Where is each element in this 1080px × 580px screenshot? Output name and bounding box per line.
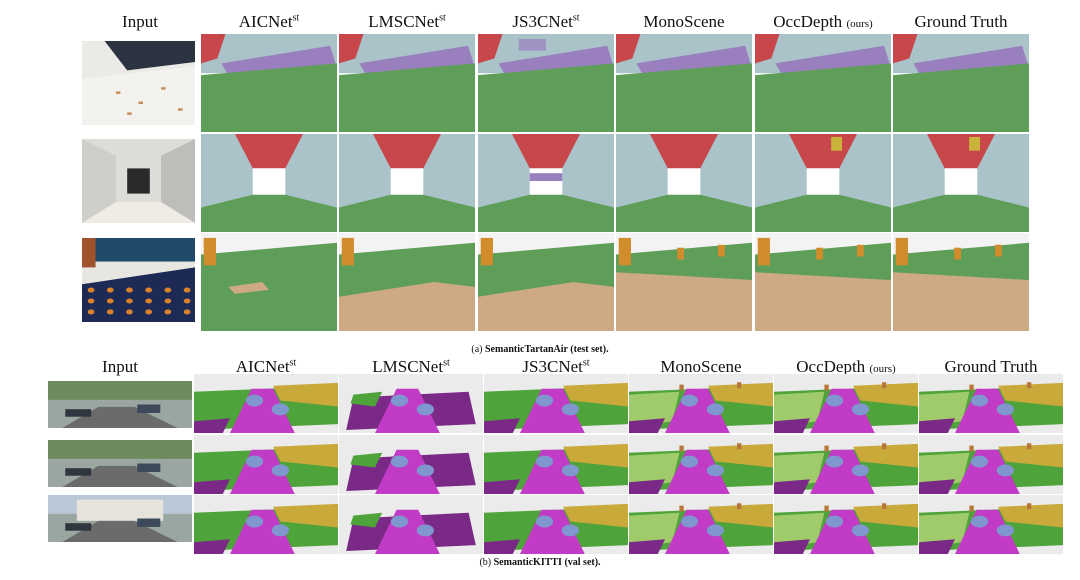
panel-b-monoscene-row-2 <box>629 435 773 494</box>
panel-b-input-image-3 <box>48 495 192 542</box>
panel-b-header-js3cnet: JS3CNetst <box>522 357 590 376</box>
panel-a-lmscnet-row-2 <box>339 134 475 232</box>
panel-a-header-lmscnet: LMSCNetst <box>368 12 446 31</box>
panel-b-js3cnet-row-3 <box>484 495 628 554</box>
panel-a-lmscnet-row-3 <box>339 233 475 331</box>
panel-a-monoscene-row-2 <box>616 134 752 232</box>
panel-a-caption: (a) SemanticTartanAir (test set). <box>471 344 609 355</box>
panel-b-header-occdepth: OccDepth (ours) <box>796 357 896 376</box>
panel-a-header-input: Input <box>122 12 158 31</box>
panel-b-input-image-1 <box>48 381 192 428</box>
panel-b-lmscnet-row-1 <box>339 374 483 433</box>
panel-b-monoscene-row-1 <box>629 374 773 433</box>
panel-a-header-ground-truth: Ground Truth <box>914 12 1008 31</box>
panel-b-lmscnet-row-3 <box>339 495 483 554</box>
panel-b-ground-truth-row-3 <box>919 495 1063 554</box>
panel-b-ground-truth-row-1 <box>919 374 1063 433</box>
panel-b-caption: (b) SemanticKITTI (val set). <box>479 557 601 568</box>
panel-b-header-lmscnet: LMSCNetst <box>372 357 450 376</box>
panel-a-monoscene-row-1 <box>616 34 752 132</box>
panel-b-monoscene-row-3 <box>629 495 773 554</box>
panel-a-header-aicnet: AICNetst <box>238 12 300 31</box>
panel-a-ground-truth-row-3 <box>893 233 1029 331</box>
panel-b-header-ground-truth: Ground Truth <box>944 357 1038 376</box>
panel-a-occdepth-row-1 <box>755 34 891 132</box>
panel-b-js3cnet-row-1 <box>484 374 628 433</box>
panel-a-aicnet-row-3 <box>201 233 337 331</box>
panel-a-header-monoscene: MonoScene <box>643 12 725 31</box>
panel-b-header-aicnet: AICNetst <box>235 357 297 376</box>
panel-b-occdepth-row-2 <box>774 435 918 494</box>
panel-a-input-image-2 <box>82 139 195 223</box>
panel-a-input-image-1 <box>82 41 195 125</box>
panel-b-js3cnet-row-2 <box>484 435 628 494</box>
panel-b-aicnet-row-2 <box>194 435 338 494</box>
panel-b-header-input: Input <box>102 357 138 376</box>
panel-a-js3cnet-row-3 <box>478 233 614 331</box>
panel-b-aicnet-row-1 <box>194 374 338 433</box>
panel-a-occdepth-row-3 <box>755 233 891 331</box>
panel-b-occdepth-row-3 <box>774 495 918 554</box>
panel-a-header-occdepth: OccDepth (ours) <box>773 12 873 31</box>
panel-a-ground-truth-row-2 <box>893 134 1029 232</box>
panel-b-lmscnet-row-2 <box>339 435 483 494</box>
panel-a-occdepth-row-2 <box>755 134 891 232</box>
panel-b-ground-truth-row-2 <box>919 435 1063 494</box>
panel-a-js3cnet-row-1 <box>478 34 614 132</box>
panel-b-aicnet-row-3 <box>194 495 338 554</box>
panel-a-aicnet-row-1 <box>201 34 337 132</box>
panel-b-occdepth-row-1 <box>774 374 918 433</box>
panel-a-lmscnet-row-1 <box>339 34 475 132</box>
panel-a-js3cnet-row-2 <box>478 134 614 232</box>
panel-a-aicnet-row-2 <box>201 134 337 232</box>
panel-a-header-js3cnet: JS3CNetst <box>512 12 580 31</box>
panel-b-input-image-2 <box>48 440 192 487</box>
panel-a-monoscene-row-3 <box>616 233 752 331</box>
panel-a-input-image-3 <box>82 238 195 322</box>
panel-b-header-monoscene: MonoScene <box>660 357 742 376</box>
panel-a-ground-truth-row-1 <box>893 34 1029 132</box>
